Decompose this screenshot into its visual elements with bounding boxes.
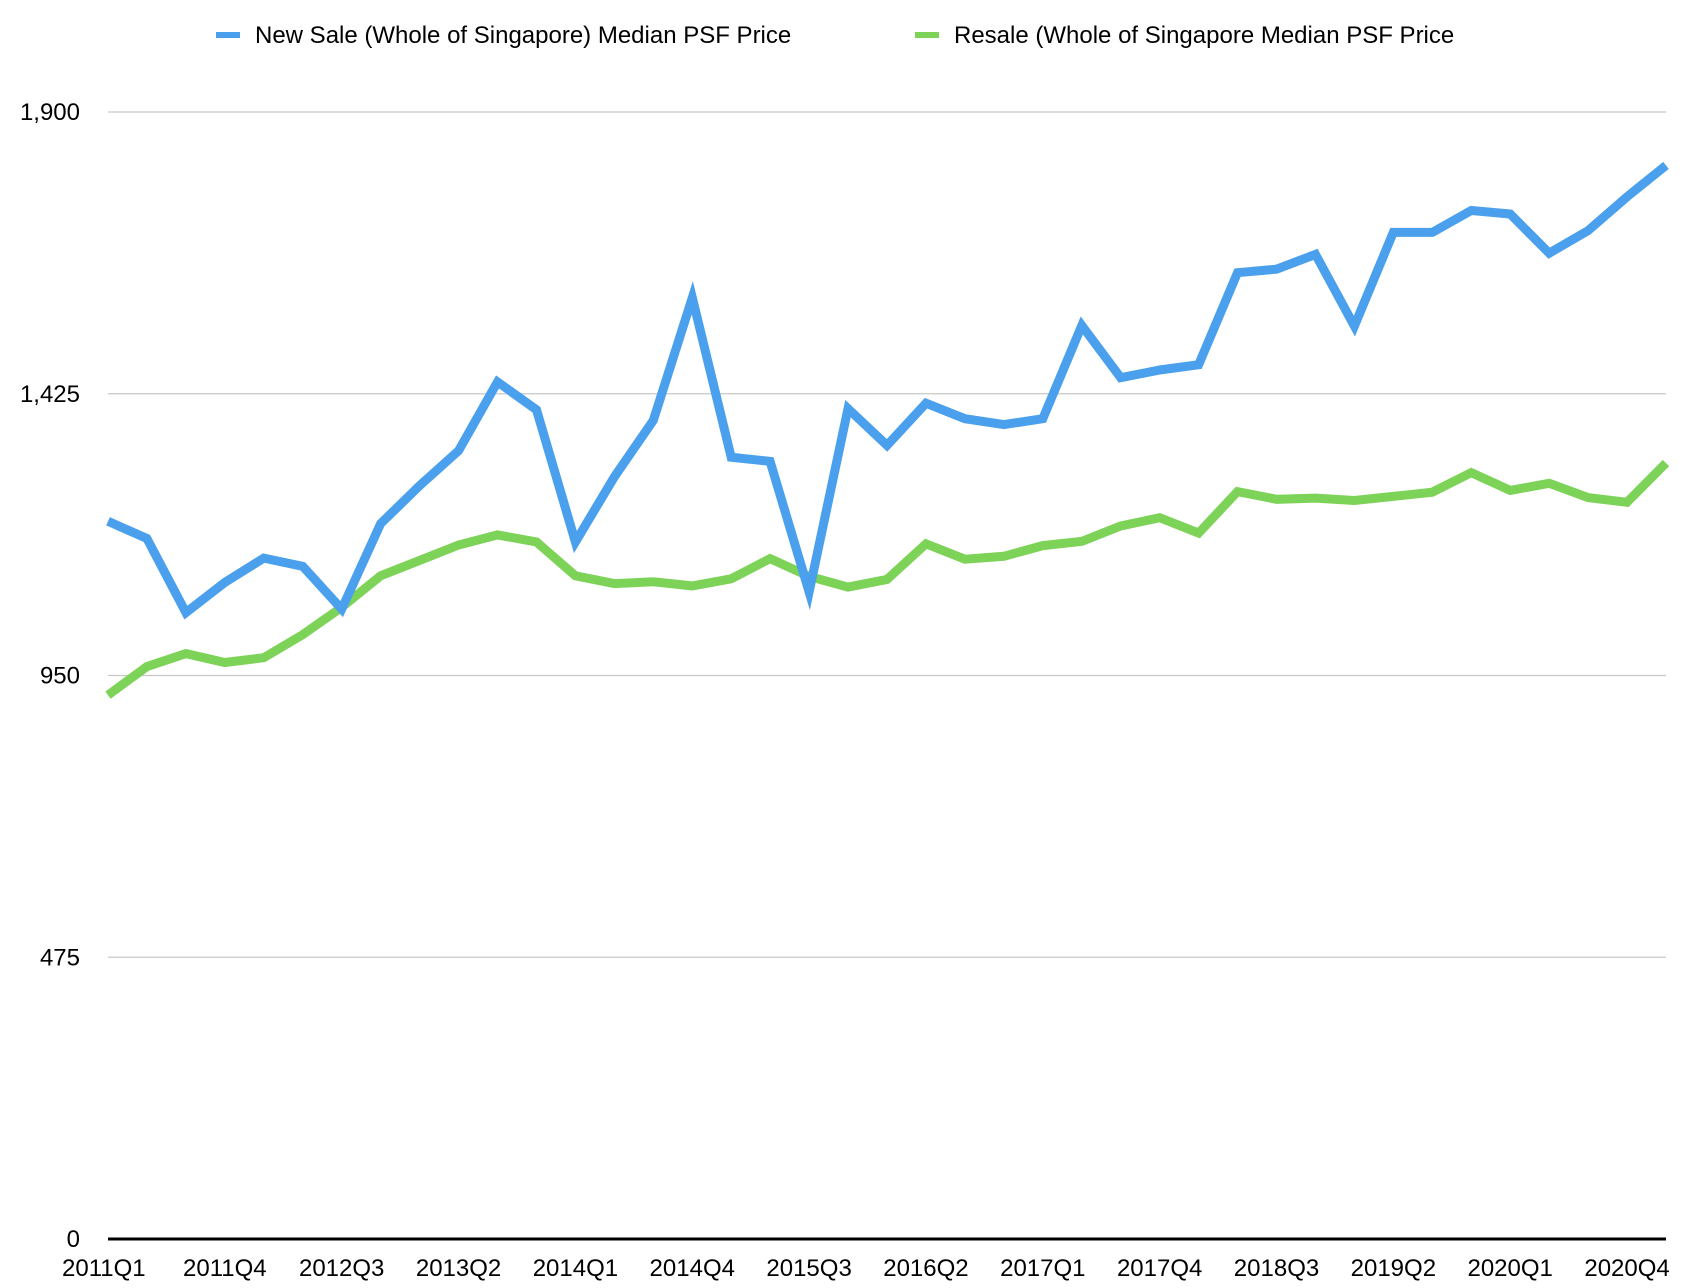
x-tick-label: 2018Q3 — [1234, 1255, 1319, 1282]
legend: New Sale (Whole of Singapore) Median PSF… — [216, 22, 1454, 49]
x-tick-label: 2017Q1 — [1000, 1255, 1085, 1282]
x-tick-label: 2019Q2 — [1351, 1255, 1436, 1282]
x-axis-ticks: 2011Q1 2011Q4 2012Q3 2013Q2 2014Q1 2014Q4 2015… — [62, 1255, 1670, 1282]
y-tick-label: 1,425 — [20, 381, 80, 408]
y-tick-label: 475 — [40, 944, 80, 971]
x-tick-label: 2012Q3 — [299, 1255, 384, 1282]
x-tick-label: 2014Q4 — [650, 1255, 735, 1282]
x-tick-label: 2011Q1 — [62, 1255, 146, 1282]
x-tick-label: 2011Q4 — [183, 1255, 267, 1282]
y-tick-label: 1,900 — [20, 99, 80, 126]
grid-layer — [108, 111, 1666, 958]
resale-series-line — [105, 459, 1670, 699]
legend-item-resale-label: Resale (Whole of Singapore Median PSF Pr… — [954, 22, 1454, 49]
y-axis-ticks: 0 475 950 1,425 1,900 — [20, 99, 80, 1253]
x-tick-label: 2020Q1 — [1467, 1255, 1552, 1282]
x-tick-label: 2014Q1 — [533, 1255, 618, 1282]
series-layer — [105, 161, 1670, 699]
y-tick-label: 0 — [67, 1226, 80, 1253]
new-sale-series-line — [106, 161, 1669, 620]
legend-item-new-sale-label: New Sale (Whole of Singapore) Median PSF… — [255, 22, 791, 49]
x-tick-label: 2020Q4 — [1584, 1255, 1669, 1282]
x-tick-label: 2016Q2 — [883, 1255, 968, 1282]
y-tick-label: 950 — [40, 663, 80, 690]
x-tick-label: 2015Q3 — [766, 1255, 851, 1282]
x-tick-label: 2013Q2 — [416, 1255, 501, 1282]
x-tick-label: 2017Q4 — [1117, 1255, 1202, 1282]
